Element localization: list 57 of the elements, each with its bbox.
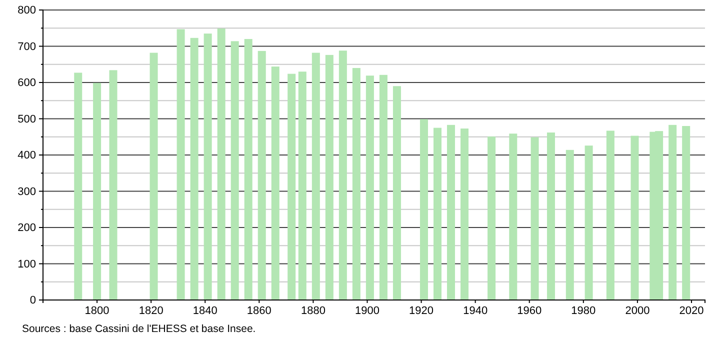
bar	[271, 66, 280, 300]
y-tick-label: 300	[18, 186, 36, 198]
x-tick-label: 1800	[84, 304, 110, 317]
bar	[392, 86, 401, 300]
bar	[150, 52, 158, 300]
x-tick-label: 1960	[517, 304, 542, 317]
bar	[190, 38, 198, 300]
bar	[366, 76, 374, 300]
bar	[298, 72, 306, 300]
bar	[434, 128, 442, 300]
source-note: Sources : base Cassini de l'EHESS et base Insee.	[22, 323, 256, 335]
y-tick-label: 500	[18, 113, 36, 126]
bar	[447, 124, 456, 300]
bar	[325, 54, 334, 300]
bar	[288, 74, 296, 300]
y-tick-label: 400	[18, 150, 36, 162]
y-tick-label: 100	[18, 258, 36, 270]
x-tick-label: 1860	[246, 304, 272, 317]
bar	[606, 130, 614, 300]
bar	[312, 52, 320, 300]
bar	[584, 146, 593, 300]
bar	[204, 34, 212, 300]
x-tick-label: 1900	[355, 304, 380, 317]
x-tick-label: 1880	[300, 304, 326, 317]
bar	[566, 150, 574, 300]
bar	[668, 124, 677, 300]
bar	[630, 136, 639, 300]
bar	[230, 41, 239, 300]
y-tick-label: 800	[18, 4, 36, 17]
x-tick-label: 1840	[192, 304, 218, 317]
bar	[488, 136, 496, 300]
x-tick-label: 1980	[571, 304, 596, 317]
x-tick-label: 2000	[625, 304, 650, 317]
bar	[682, 126, 690, 300]
y-tick-label: 200	[18, 222, 36, 234]
bar	[460, 128, 469, 300]
x-tick-label: 1920	[409, 304, 434, 317]
y-tick-label: 700	[18, 40, 36, 53]
bar	[217, 28, 226, 300]
bar	[420, 119, 428, 300]
bar	[244, 39, 252, 300]
bar	[109, 70, 118, 300]
x-tick-label: 2020	[679, 304, 704, 317]
x-tick-label: 1820	[138, 304, 164, 317]
bar	[352, 68, 360, 300]
bar	[546, 132, 555, 300]
bar	[258, 50, 266, 300]
bar	[338, 50, 347, 300]
bar	[74, 72, 82, 300]
y-tick-label: 600	[18, 77, 36, 90]
bar	[93, 82, 102, 300]
y-tick-label: 0	[30, 294, 36, 307]
bar	[176, 29, 185, 300]
bar	[379, 74, 388, 300]
bar	[530, 137, 539, 300]
x-tick-label: 1940	[463, 304, 488, 317]
bar	[509, 134, 518, 300]
